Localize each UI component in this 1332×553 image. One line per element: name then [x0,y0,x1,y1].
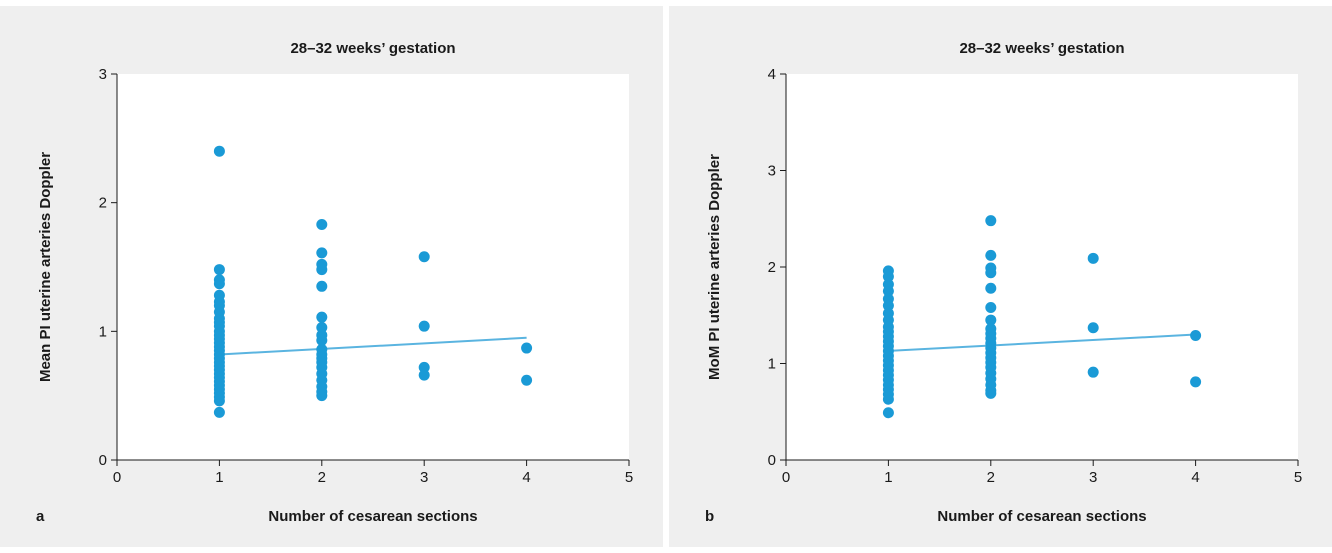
data-point [419,321,430,332]
data-point [1088,367,1099,378]
x-tick-label: 5 [625,469,633,486]
x-tick-label: 5 [1294,469,1302,486]
data-point [214,395,225,406]
y-tick-label: 3 [768,163,776,180]
data-point [419,251,430,262]
data-point [1190,376,1201,387]
chart-panel-a: 0 1 2 3 4 5 0 1 2 3 28–32 weeks’ gestation Number o… [0,6,663,547]
x-tick-label: 1 [884,469,892,486]
y-tick-label: 1 [99,323,107,340]
chart-title: 28–32 weeks’ gestation [959,40,1124,57]
data-point [521,343,532,354]
data-point [883,407,894,418]
y-tick-label: 0 [99,452,107,469]
x-axis-label: Number of cesarean sections [268,508,477,525]
y-tick-label: 2 [99,195,107,212]
plot-area [117,74,629,460]
x-tick-label: 3 [420,469,428,486]
data-point [214,146,225,157]
data-point [419,370,430,381]
data-point [316,247,327,258]
data-point [316,390,327,401]
y-tick-label: 0 [768,452,776,469]
x-tick-label: 3 [1089,469,1097,486]
data-point [214,264,225,275]
data-point [214,278,225,289]
scatter-chart-b: 0 1 2 3 4 5 0 1 2 3 4 28–32 weeks’ gestation Number … [669,6,1332,547]
x-tick-label: 4 [522,469,530,486]
x-tick-label: 1 [215,469,223,486]
data-point [985,302,996,313]
data-point [214,407,225,418]
plot-area [786,74,1298,460]
x-tick-label: 0 [113,469,121,486]
panel-letter: b [705,508,714,525]
data-point [985,267,996,278]
data-point [1088,322,1099,333]
y-axis-label: MoM PI uterine arteries Doppler [706,154,723,380]
x-tick-label: 2 [987,469,995,486]
data-point [316,264,327,275]
x-tick-label: 4 [1191,469,1199,486]
y-tick-label: 2 [768,259,776,276]
data-point [521,375,532,386]
y-tick-label: 3 [99,66,107,83]
chart-panel-b: 0 1 2 3 4 5 0 1 2 3 4 28–32 weeks’ gestation Number … [669,6,1332,547]
y-axis-label: Mean PI uterine arteries Doppler [37,152,54,382]
data-point [883,394,894,405]
chart-title: 28–32 weeks’ gestation [290,40,455,57]
data-point [1088,253,1099,264]
scatter-chart-a: 0 1 2 3 4 5 0 1 2 3 28–32 weeks’ gestation Number o… [0,6,663,547]
data-point [316,219,327,230]
data-point [985,250,996,261]
data-point [1190,330,1201,341]
x-tick-label: 0 [782,469,790,486]
data-point [985,283,996,294]
x-tick-label: 2 [318,469,326,486]
data-point [985,215,996,226]
data-point [985,388,996,399]
data-point [316,312,327,323]
y-tick-label: 1 [768,356,776,373]
x-axis-label: Number of cesarean sections [937,508,1146,525]
panel-letter: a [36,508,45,525]
y-tick-label: 4 [768,66,776,83]
data-point [316,281,327,292]
